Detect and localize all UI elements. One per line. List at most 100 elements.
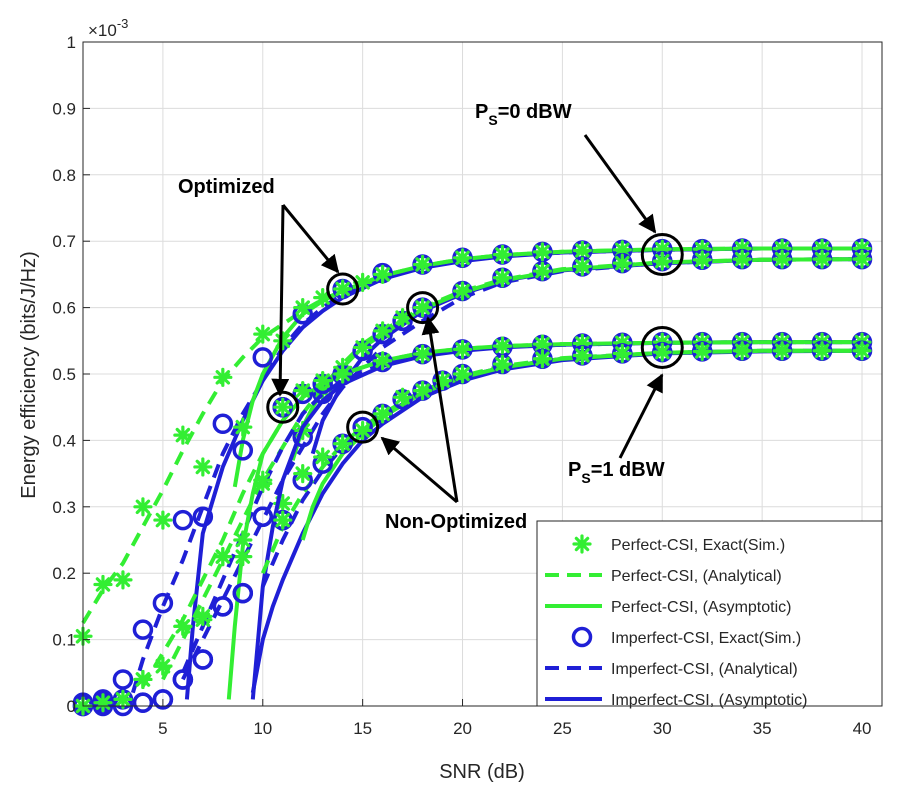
perfect-exact-marker	[273, 331, 293, 351]
perfect-exact-marker	[353, 337, 373, 358]
perfect-exact-marker-stroke	[315, 373, 330, 388]
perfect-exact-marker	[492, 336, 513, 356]
perfect-exact-marker	[153, 510, 173, 530]
perfect-exact-marker-stroke	[115, 572, 131, 588]
perfect-exact-marker	[812, 249, 832, 269]
imperfect-exact-marker	[232, 440, 254, 461]
imperfect-exact-marker	[212, 413, 234, 435]
legend-row: Perfect-CSI, Exact(Sim.)	[572, 534, 785, 554]
perfect-exact-marker	[692, 341, 712, 362]
perfect-exact-marker	[452, 339, 473, 360]
perfect-exact-marker-stroke	[814, 251, 830, 267]
perfect-exact-marker-stroke	[275, 399, 291, 415]
perfect-exact-marker-stroke	[734, 251, 750, 267]
perfect-exact-marker-stroke	[335, 366, 350, 382]
optimized-label: Optimized	[178, 176, 275, 198]
perfect-exact-marker-stroke	[535, 336, 550, 352]
optimized-arrow-lower	[271, 204, 290, 397]
perfect-exact-marker	[153, 656, 173, 676]
perfect-exact-marker	[333, 279, 353, 299]
perfect-exact-marker-stroke	[355, 340, 370, 355]
y-tick-label: 0.8	[52, 166, 76, 185]
non-optimized-highlight-circle-lower	[346, 410, 380, 444]
perfect-exact-marker	[772, 341, 792, 361]
perfect-exact-marker	[93, 574, 113, 595]
perfect-exact-marker-stroke	[415, 300, 430, 315]
y-tick-label: 0.3	[52, 498, 76, 517]
perfect-exact-marker-stroke	[415, 257, 430, 272]
legend-box	[536, 520, 883, 707]
perfect-exact-marker-stroke	[854, 343, 870, 359]
y-tick-label: 0.6	[52, 299, 76, 318]
perfect-exact-marker-stroke	[575, 243, 590, 258]
legend-star-icon-stroke	[574, 536, 590, 552]
perfect-exact-marker-stroke	[275, 512, 291, 528]
x-tick-label: 20	[453, 719, 472, 738]
perfect-exact-marker	[692, 250, 712, 270]
y-tick-label: 0.7	[52, 232, 76, 251]
x-tick-label: 25	[553, 719, 572, 738]
perfect-exact-marker	[412, 298, 433, 318]
perfect-exact-marker-stroke	[535, 244, 550, 260]
perfect-exact-marker-stroke	[315, 449, 330, 465]
ps1-highlight-circle	[640, 325, 684, 369]
ps1-label-sub: S	[581, 470, 590, 486]
perfect-exact-marker	[113, 689, 133, 709]
perfect-exact-marker-stroke	[275, 333, 291, 349]
perfect-exact-marker-stroke	[455, 342, 470, 357]
perfect-exact-marker	[193, 457, 213, 477]
perfect-exact-marker	[273, 397, 293, 417]
non-optimized-arrow-upper	[421, 316, 459, 503]
perfect-exact-marker-stroke	[615, 255, 630, 271]
ps0-label-rest: =0 dBW	[498, 101, 572, 123]
perfect-exact-marker-stroke	[575, 259, 590, 274]
perfect-exact-marker	[173, 425, 193, 445]
ps0-label-sub: S	[488, 112, 497, 128]
x-tick-label: 15	[353, 719, 372, 738]
perfect-exact-marker	[492, 268, 513, 288]
perfect-exact-marker-stroke	[295, 466, 310, 481]
perfect-exact-marker-stroke	[694, 252, 710, 268]
perfect-analytical-line	[161, 257, 863, 681]
legend-label: Imperfect-CSI, Exact(Sim.)	[611, 630, 801, 647]
y-multiplier-exp: -3	[117, 16, 129, 31]
perfect-exact-marker	[852, 341, 872, 361]
perfect-exact-marker	[113, 570, 133, 590]
perfect-exact-marker	[532, 261, 553, 281]
perfect-exact-marker-stroke	[415, 383, 430, 398]
legend-row: Imperfect-CSI, (Asymptotic)	[545, 692, 807, 709]
perfect-exact-marker-stroke	[375, 353, 390, 368]
imperfect-exact-marker	[172, 509, 194, 531]
x-tick-label: 40	[853, 719, 872, 738]
perfect-exact-marker-stroke	[495, 270, 510, 285]
ps0-label: PS=0 dBW	[475, 101, 572, 128]
perfect-exact-marker	[452, 364, 473, 384]
perfect-exact-marker	[193, 606, 213, 626]
ps0-highlight-circle	[640, 232, 684, 276]
perfect-exact-marker-stroke	[295, 300, 310, 315]
perfect-exact-marker-stroke	[335, 436, 350, 451]
legend-star-icon	[572, 534, 592, 554]
perfect-exact-marker-stroke	[235, 419, 251, 435]
perfect-exact-marker	[93, 693, 113, 713]
ps1-arrow	[618, 373, 664, 459]
perfect-exact-marker	[532, 349, 553, 369]
annotations: PS=0 dBW PS=1 dBW Optimized Non-Optimize…	[178, 101, 684, 533]
perfect-exact-marker-stroke	[455, 366, 470, 382]
perfect-exact-marker	[353, 420, 373, 441]
ps1-label-p: P	[568, 459, 581, 481]
perfect-exact-marker-stroke	[195, 609, 211, 624]
perfect-exact-marker-stroke	[135, 499, 151, 515]
perfect-exact-marker	[133, 497, 153, 517]
y-tick-label: 0	[67, 697, 76, 716]
perfect-exact-marker	[253, 470, 273, 490]
legend-row: Imperfect-CSI, Exact(Sim.)	[571, 626, 801, 648]
perfect-exact-marker	[233, 530, 253, 550]
perfect-exact-marker	[732, 249, 752, 269]
perfect-exact-marker-stroke	[255, 472, 271, 488]
imperfect-exact-marker	[152, 689, 174, 710]
legend-label: Imperfect-CSI, (Analytical)	[611, 661, 798, 678]
perfect-exact-marker-stroke	[535, 263, 550, 279]
imperfect-exact-marker	[192, 649, 214, 670]
